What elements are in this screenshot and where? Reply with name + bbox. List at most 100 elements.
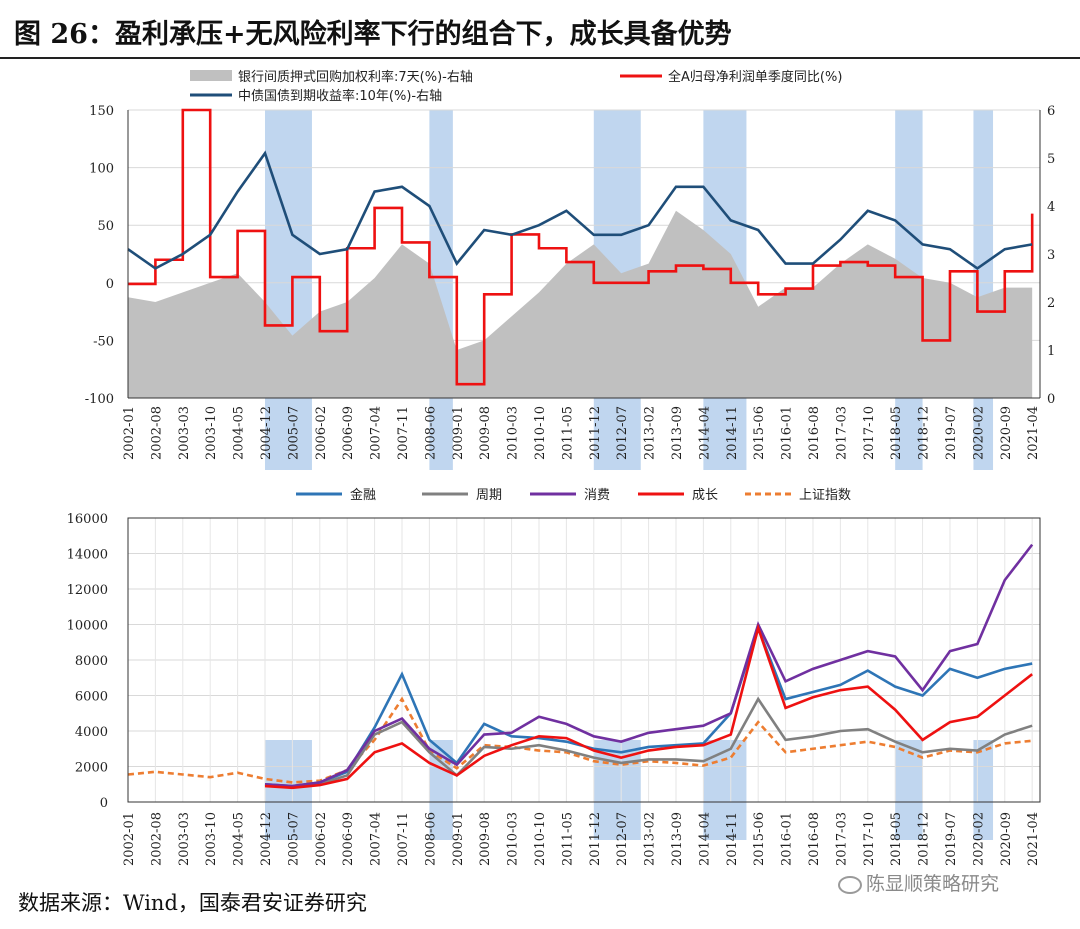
top-axes (127, 110, 1041, 399)
bottom-y-tick-label: 10000 (67, 619, 108, 634)
bottom-y-tick-label: 4000 (75, 725, 108, 740)
bond-yield-line (127, 150, 1033, 270)
page-title: 图 26：盈利承压+无风险利率下行的组合下，成长具备优势 (14, 19, 732, 50)
series-line-3 (264, 543, 1034, 788)
top-x-tick-label: 2002-08 (149, 406, 164, 460)
top-x-tick-label: 2007-11 (396, 406, 411, 460)
series-line-2 (264, 696, 1033, 789)
top-x-tick-label: 2014-04 (697, 406, 712, 460)
top-left-tick-label: 100 (89, 162, 114, 177)
top-x-tick-label: 2014-11 (725, 406, 740, 460)
bottom-y-tick-label: 8000 (75, 654, 108, 669)
bottom-axes (127, 517, 1041, 803)
bottom-x-tick-label: 2004-05 (232, 812, 247, 866)
bottom-x-tick-label: 2017-03 (834, 812, 849, 866)
bottom-x-tick-label: 2010-03 (506, 812, 521, 866)
top-left-tick-label: 150 (89, 104, 114, 119)
bottom-x-tick-label: 2012-07 (615, 812, 630, 866)
bottom-x-tick-label: 2002-08 (149, 812, 164, 866)
bottom-x-tick-label: 2010-10 (533, 812, 548, 866)
top-x-tick-label: 2011-12 (588, 406, 603, 460)
top-x-tick-label: 2017-03 (834, 406, 849, 460)
bottom-x-tick-label: 2003-10 (204, 812, 219, 866)
top-x-tick-label: 2016-01 (780, 406, 795, 460)
bottom-y-tick-label: 6000 (75, 690, 108, 705)
top-legend: 银行间质押式回购加权利率:7天(%)-右轴 全A归母净利润单季度同比(%) 中债国债… (190, 69, 842, 104)
top-x-tick-label: 2013-02 (643, 406, 658, 460)
top-x-tick-label: 2003-03 (177, 406, 192, 460)
repo-rate-area (128, 210, 1033, 398)
bottom-legend-label: 成长 (692, 488, 718, 503)
top-x-tick-label: 2019-07 (944, 406, 959, 460)
bottom-x-tick-label: 2007-11 (396, 812, 411, 866)
bottom-legend-label: 消费 (584, 488, 610, 503)
top-left-tick-label: -50 (93, 334, 114, 349)
top-x-tick-label: 2017-10 (862, 406, 877, 460)
top-x-tick-label: 2009-01 (451, 406, 466, 460)
bottom-x-tick-label: 2009-01 (451, 812, 466, 866)
bottom-x-tick-label: 2011-05 (560, 812, 575, 866)
top-left-tick-labels: 150 100 50 0 -50 -100 (85, 104, 114, 407)
top-x-tick-label: 2007-04 (369, 406, 384, 460)
top-x-tick-label: 2011-05 (560, 406, 575, 460)
legend-swatch-repo (190, 70, 232, 81)
bottom-x-tick-label: 2009-08 (478, 812, 493, 866)
bottom-x-tick-label: 2020-02 (971, 812, 986, 866)
top-right-tick-labels: 6 5 4 3 2 1 0 (1047, 104, 1055, 407)
top-x-tick-label: 2015-06 (752, 406, 767, 460)
bottom-x-tick-label: 2006-09 (341, 812, 356, 866)
bottom-shaded-period-5 (973, 740, 994, 840)
bottom-x-tick-label: 2004-12 (259, 812, 274, 866)
bottom-y-tick-label: 0 (100, 796, 108, 811)
bottom-x-tick-label: 2014-11 (725, 812, 740, 866)
top-legend-label: 银行间质押式回购加权利率:7天(%)-右轴 (238, 69, 473, 85)
bottom-legend-label: 金融 (350, 487, 376, 503)
top-x-tick-label: 2006-09 (341, 406, 356, 460)
bottom-x-tick-label: 2011-12 (588, 812, 603, 866)
top-right-tick-label: 3 (1047, 248, 1055, 263)
top-x-tick-label: 2016-08 (807, 406, 822, 460)
top-x-tick-label: 2021-04 (1026, 406, 1041, 460)
top-left-tick-label: -100 (85, 392, 114, 407)
series-line-4 (264, 623, 1033, 790)
bottom-y-tick-labels: 16000 14000 12000 10000 8000 6000 4000 2000 0 (67, 512, 108, 811)
top-x-tick-label: 2020-09 (999, 406, 1014, 460)
bottom-x-tick-label: 2020-09 (999, 812, 1014, 866)
top-right-tick-label: 1 (1047, 344, 1055, 359)
bottom-x-tick-label: 2008-06 (423, 812, 438, 866)
top-right-tick-label: 5 (1047, 152, 1055, 167)
top-x-tick-label: 2004-12 (259, 406, 274, 460)
top-x-tick-label: 2002-01 (122, 406, 137, 460)
top-x-tick-label: 2004-05 (232, 406, 247, 460)
top-x-tick-label: 2006-02 (314, 406, 329, 460)
top-right-tick-label: 4 (1047, 200, 1055, 215)
bottom-y-tick-label: 2000 (75, 761, 108, 776)
top-left-tick-label: 50 (97, 219, 114, 234)
bottom-y-tick-label: 16000 (67, 512, 108, 527)
top-legend-label: 中债国债到期收益率:10年(%)-右轴 (238, 88, 442, 104)
bottom-y-tick-label: 14000 (67, 548, 108, 563)
top-x-tick-label: 2010-10 (533, 406, 548, 460)
bottom-x-tick-label: 2003-03 (177, 812, 192, 866)
top-x-tick-label: 2020-02 (971, 406, 986, 460)
top-x-tick-label: 2010-03 (506, 406, 521, 460)
bottom-x-tick-label: 2021-04 (1026, 812, 1041, 866)
bottom-x-tick-label: 2013-09 (670, 812, 685, 866)
wechat-icon (838, 875, 862, 894)
top-x-tick-labels: 2002-01 2002-08 2003-03 2003-10 2004-05 2004-… (122, 406, 1041, 460)
source-note: 数据来源：Wind，国泰君安证券研究 (18, 891, 367, 915)
top-right-tick-label: 2 (1047, 296, 1055, 311)
bottom-legend: 金融 周期 消费 成长 上证指数 (296, 487, 851, 503)
top-x-tick-label: 2018-12 (917, 406, 932, 460)
top-right-tick-label: 0 (1047, 392, 1055, 407)
series-line-0 (127, 696, 1033, 784)
bottom-x-tick-label: 2013-02 (643, 812, 658, 866)
series-line-1 (264, 624, 1033, 788)
bottom-shaded-period-0 (264, 740, 312, 840)
bottom-y-tick-label: 12000 (67, 583, 108, 598)
bottom-x-tick-label: 2006-02 (314, 812, 329, 866)
top-legend-label: 全A归母净利润单季度同比(%) (668, 69, 842, 85)
bottom-x-tick-labels: 2002-01 2002-08 2003-03 2003-10 2004-05 2004-… (122, 812, 1041, 866)
